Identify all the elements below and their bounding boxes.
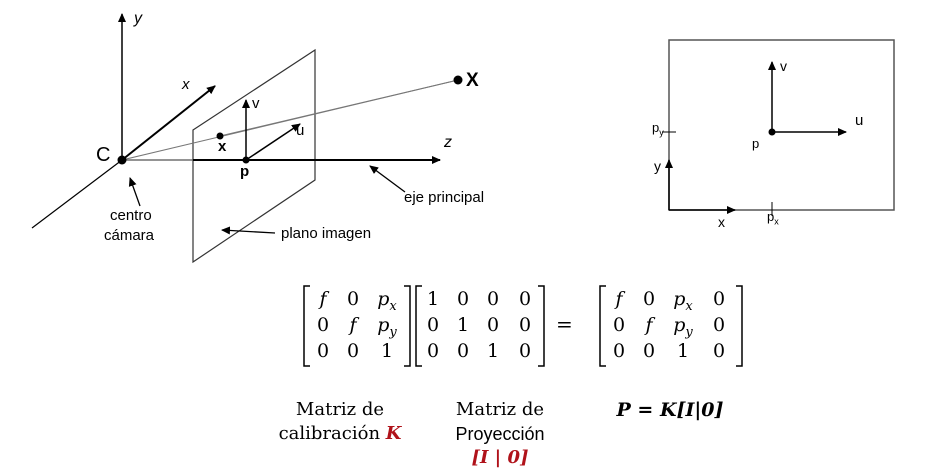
I0-cell: 0: [518, 314, 532, 336]
P-cell: 0: [612, 314, 626, 336]
p-label-right: p: [752, 136, 760, 151]
K-cell: px: [377, 288, 397, 314]
image-point-label: x: [218, 138, 227, 155]
image-frame: [668, 39, 895, 211]
eje-arrow: [369, 165, 406, 193]
K-cell: 0: [346, 288, 360, 310]
plano-arrow: [221, 226, 276, 235]
P-cell: py: [673, 314, 693, 340]
P-cell: 0: [642, 288, 656, 310]
matrix-P: f 0 px 0 0 f py 0 0 0 1 0: [602, 288, 742, 366]
u-axis: [245, 123, 301, 161]
K-cell: f: [349, 314, 357, 336]
I0-cell: 0: [486, 288, 500, 310]
caption-calibration-line1: Matriz de: [295, 399, 385, 420]
caption-projection-line1: Matriz de: [455, 399, 545, 420]
P-cell: 0: [712, 340, 726, 362]
I0-cell: 1: [456, 314, 470, 336]
camera-center-point: [117, 155, 127, 165]
plano-imagen-label: plano imagen: [281, 225, 372, 242]
matrix-brackets: [303, 285, 743, 367]
I0-cell: 0: [486, 314, 500, 336]
P-cell: f: [615, 288, 623, 310]
I0-cell: 0: [456, 340, 470, 362]
K-cell: py: [377, 314, 397, 340]
py-label: py: [652, 120, 664, 138]
v-label-right: v: [780, 58, 787, 74]
u-label: u: [296, 122, 305, 139]
matrix-K: f 0 px 0 f py 0 0 1: [306, 288, 406, 366]
P-cell: f: [645, 314, 653, 336]
eje-principal-label: eje principal: [404, 189, 485, 206]
px-label: px: [767, 209, 779, 227]
z-axis-label: z: [444, 134, 452, 151]
centro-arrow: [128, 177, 141, 207]
principal-point-right: [768, 128, 776, 136]
P-cell: px: [673, 288, 693, 314]
principal-point-p: [242, 156, 250, 164]
P-cell: 0: [712, 288, 726, 310]
v-label: v: [252, 95, 260, 112]
caption-projection: Matriz de Proyección [I | 0]: [425, 398, 575, 470]
caption-calibration: Matriz de calibración K: [265, 398, 415, 446]
P-cell: 0: [642, 340, 656, 362]
I0-cell: 0: [518, 340, 532, 362]
K-cell: 0: [316, 340, 330, 362]
equals-sign: =: [556, 312, 573, 336]
I0-cell: 1: [426, 288, 440, 310]
P-cell: 0: [712, 314, 726, 336]
left-camera-diagram: [31, 13, 463, 264]
y-axis-label: y: [134, 10, 142, 27]
x-axis-label: x: [182, 76, 190, 93]
I0-cell: 0: [426, 340, 440, 362]
right-image-diagram: [662, 39, 895, 216]
K-cell: 0: [346, 340, 360, 362]
caption-projection-line2: Proyección: [455, 424, 545, 444]
K-cell: 0: [316, 314, 330, 336]
caption-calibration-line2: calibración K: [278, 423, 402, 444]
x-axis-back: [31, 159, 123, 229]
I0-cell: 1: [486, 340, 500, 362]
P-cell: 1: [676, 340, 690, 362]
image-point-x: [216, 132, 224, 140]
I0-cell: 0: [426, 314, 440, 336]
camera-center-label: C: [96, 144, 111, 166]
x-axis: [121, 85, 216, 161]
I0-cell: 0: [456, 288, 470, 310]
P-cell: 0: [612, 340, 626, 362]
matrix-I0: 1 0 0 0 0 1 0 0 0 0 1 0: [416, 288, 546, 366]
u-label-right: u: [855, 112, 864, 129]
K-cell: 1: [380, 340, 394, 362]
image-plane: [192, 48, 316, 264]
world-point-X: [453, 75, 463, 85]
world-point-label: X: [466, 70, 479, 91]
K-cell: f: [319, 288, 327, 310]
y-label-right: y: [654, 158, 661, 174]
camara-label: cámara: [104, 227, 155, 244]
I0-cell: 0: [518, 288, 532, 310]
caption-projection-matrix: [I | 0]: [471, 447, 529, 468]
centro-label: centro: [110, 207, 152, 224]
x-label-right: x: [718, 214, 725, 230]
caption-P-definition: P = K[I|0]: [616, 399, 724, 421]
ray-through-image: [219, 79, 459, 137]
principal-point-label: p: [240, 163, 250, 180]
